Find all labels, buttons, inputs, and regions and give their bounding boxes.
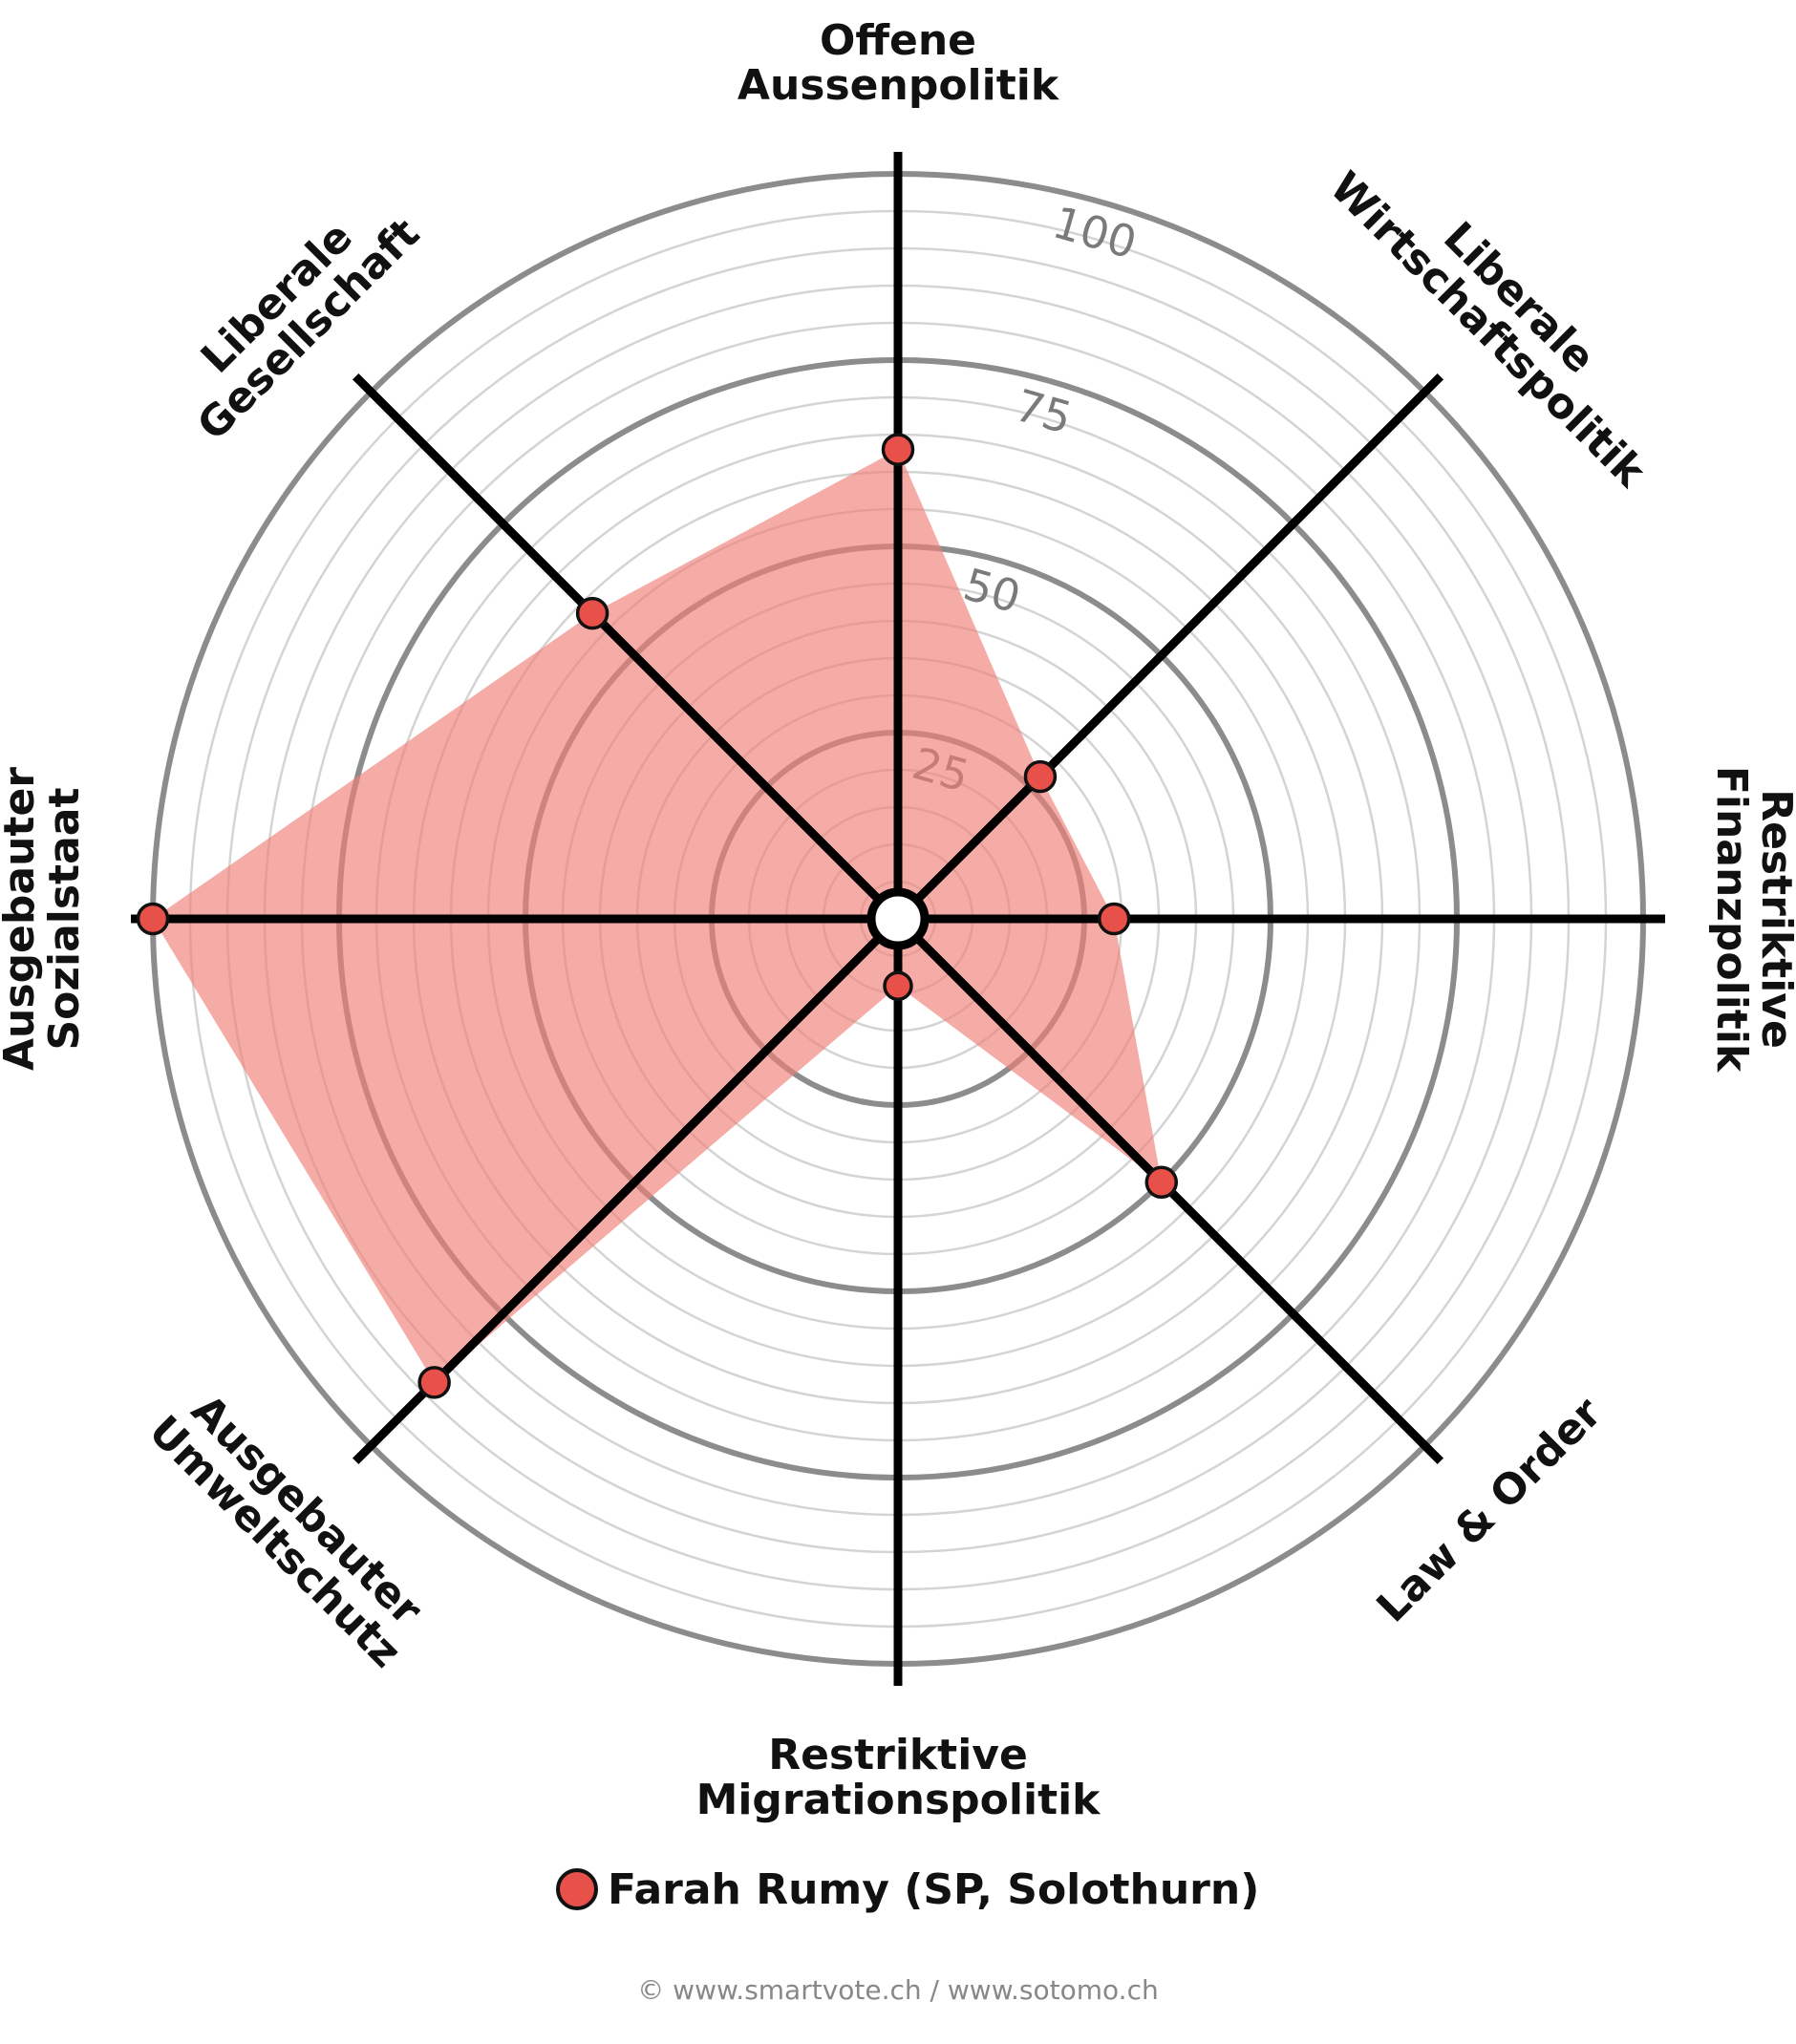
data-point-liberale-gesellschaft xyxy=(575,596,609,630)
tick-label-100: 100 xyxy=(1047,196,1142,268)
axis-line-liberale-wirtschaftspolitik xyxy=(894,373,1443,923)
center-hub xyxy=(866,887,930,950)
axis-label-line: Ausgebauter xyxy=(0,767,44,1071)
axis-label-ausgebauter-sozialstaat: AusgebauterSozialstaat xyxy=(0,767,89,1071)
axis-label-line: Finanzpolitik xyxy=(1707,766,1756,1074)
axes xyxy=(131,152,1665,1686)
legend-marker xyxy=(556,1868,598,1910)
legend-label: Farah Rumy (SP, Solothurn) xyxy=(608,1865,1259,1914)
data-point-ausgebauter-umweltschutz xyxy=(417,1366,451,1399)
data-point-liberale-wirtschaftspolitik xyxy=(1023,759,1058,794)
data-point-offene-aussenpolitik xyxy=(881,433,915,466)
data-point-ausgebauter-sozialstaat xyxy=(136,902,170,936)
axis-label-text: AusgebauterSozialstaat xyxy=(0,767,89,1071)
axis-label-line: Migrationspolitik xyxy=(696,1776,1102,1824)
center-circle xyxy=(866,887,930,950)
axis-label-restriktive-finanzpolitik: RestriktiveFinanzpolitik xyxy=(1707,766,1796,1074)
legend: Farah Rumy (SP, Solothurn) xyxy=(556,1865,1259,1914)
footer-copyright: © www.smartvote.ch / www.sotomo.ch xyxy=(637,1974,1158,2006)
data-point-restriktive-finanzpolitik xyxy=(1097,902,1131,936)
axis-label-line: Offene xyxy=(820,16,976,65)
axis-line-liberale-gesellschaft xyxy=(353,373,902,923)
axis-label-line: Aussenpolitik xyxy=(738,61,1060,110)
axis-label-text: Offene Aussenpolitik xyxy=(738,16,1060,110)
data-point-law-and-order xyxy=(1144,1165,1179,1200)
axis-label-offene-aussenpolitik: Offene Aussenpolitik xyxy=(738,16,1060,110)
axis-label-text: RestriktiveFinanzpolitik xyxy=(1707,766,1796,1074)
data-point-restriktive-migrationspolitik xyxy=(883,970,913,1001)
axis-label-restriktive-migrationspolitik: Restriktive Migrationspolitik xyxy=(696,1731,1102,1824)
data-markers xyxy=(136,433,1179,1399)
axis-label-line: Restriktive xyxy=(1752,789,1796,1049)
axis-label-text: Restriktive Migrationspolitik xyxy=(696,1731,1102,1824)
axis-label-line: Restriktive xyxy=(768,1731,1028,1779)
axis-label-line: Sozialstaat xyxy=(40,787,89,1050)
